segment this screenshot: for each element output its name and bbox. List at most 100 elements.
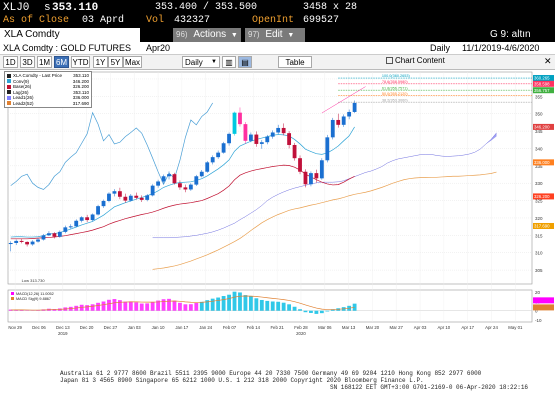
edit-menu-label: Edit (265, 29, 283, 40)
period-button-1d[interactable]: 1D (3, 56, 18, 68)
price-tag (533, 80, 554, 87)
y-tick-label: 330 (535, 181, 543, 186)
y-tick-label: 315 (535, 233, 543, 238)
candle-body (134, 195, 139, 198)
candle-body (292, 144, 297, 159)
chart-toolbar: 1D 3D 1M 6M YTD 1Y 5Y Max Daily ▼ ▥ ▤ Table Char… (0, 55, 555, 70)
price-tag-label: 360.265 (534, 76, 550, 81)
chart-content-button[interactable]: Chart Content (386, 56, 445, 65)
legend-value: 353.110 (73, 89, 89, 95)
macd-bar (117, 300, 122, 311)
quote-bar: XLJ0 s 353.110 353.400 / 353.500 3458 x … (0, 0, 555, 28)
candle-body (325, 137, 330, 161)
security-field[interactable]: XLA Comdty (0, 28, 140, 42)
macd-legend-label: MACD Sig(9) 9.8867 (16, 297, 51, 301)
macd-bar (221, 296, 226, 311)
macd-bar (314, 310, 319, 314)
macd-value-tag (533, 297, 554, 304)
date-range[interactable]: 11/1/2019-4/6/2020 (462, 43, 540, 53)
macd-bar (276, 301, 281, 311)
macd-bar (145, 303, 150, 311)
macd-bar (139, 303, 144, 311)
macd-legend-swatch (11, 297, 14, 300)
period-button-6m[interactable]: 6M (54, 56, 69, 68)
x-tick-label: Mar 27 (390, 325, 404, 330)
x-tick-label: Jan 17 (175, 325, 189, 330)
candle-body (30, 241, 35, 245)
candle-body (303, 171, 308, 185)
base-line (10, 164, 355, 240)
candle-body (47, 233, 51, 236)
candle-body (341, 116, 346, 125)
period-button-3d[interactable]: 3D (20, 56, 35, 68)
ticker[interactable]: XLJ0 (3, 2, 30, 14)
legend-label: Lead2(52) (13, 100, 34, 106)
y-tick-label: 350 (535, 112, 543, 117)
candle-body (107, 193, 111, 201)
frequency-select-value: Daily (185, 58, 203, 67)
quote-date: 03 Aprd (82, 15, 125, 26)
legend-swatch (7, 90, 11, 95)
period-button-1y[interactable]: 1Y (93, 56, 108, 68)
candle-body (347, 111, 352, 117)
frequency-select[interactable]: Daily ▼ (182, 56, 220, 68)
candle-body (199, 171, 204, 177)
price-chart[interactable]: 3603553503453403353303253203153103052010… (0, 70, 555, 370)
macd-bar (123, 301, 128, 311)
macd-bar (352, 303, 357, 311)
footer-line-2: Japan 81 3 4565 8900 Singapore 65 6212 1… (60, 377, 424, 384)
legend-value: 326.200 (72, 84, 89, 89)
candle-body (36, 239, 40, 242)
price-plot-frame (7, 71, 533, 285)
edit-menu-number: 97) (248, 30, 260, 39)
price-tag-label: 317.690 (534, 224, 550, 229)
chart-type-icon[interactable]: ▥ (222, 56, 236, 68)
actions-menu[interactable]: 96) Actions ▼ (173, 28, 241, 42)
macd-bar (210, 298, 215, 311)
price-tag (533, 193, 554, 200)
macd-bar (330, 309, 335, 311)
candle-body (25, 241, 30, 245)
period-button-5y[interactable]: 5Y (108, 56, 123, 68)
candle-body (243, 124, 248, 141)
chart-legend: XLA Comdty - Last Price 353.110 Conv(9) 346… (4, 71, 92, 108)
period-button-max[interactable]: Max (123, 56, 142, 68)
footer-line-1: Australia 61 2 9777 8600 Brazil 5511 239… (60, 370, 482, 377)
legend-label: Base(26) (13, 84, 32, 89)
period-button-ytd[interactable]: YTD (71, 56, 90, 68)
macd-tick-label: 20 (535, 290, 541, 295)
legend-value: 317.690 (72, 100, 89, 106)
macd-legend-label: MACD(12,26) 11.0052 (16, 292, 54, 296)
legend-value: 353.110 (73, 73, 89, 78)
chart-title: XLA Comdty : GOLD FUTURES (3, 43, 132, 53)
legend-label: Conv(9) (13, 78, 30, 84)
chart-area[interactable]: 3603553503453403353303253203153103052010… (0, 70, 555, 400)
legend-value: 336.000 (72, 95, 89, 100)
fibonacci-label: 78.6(358.5980) (382, 80, 408, 84)
candle-body (112, 191, 117, 194)
x-tick-label: Apr 10 (438, 325, 451, 330)
macd-bar (248, 296, 253, 311)
x-tick-label: Feb 14 (247, 325, 261, 330)
close-icon[interactable]: ✕ (544, 56, 552, 66)
candle-body (178, 183, 182, 188)
period-button-1m[interactable]: 1M (37, 56, 52, 68)
price-tag (533, 159, 554, 166)
edit-menu[interactable]: 97) Edit ▼ (245, 28, 305, 42)
x-tick-label: Mar 20 (366, 325, 380, 330)
low-label: Low 313.730 (22, 278, 46, 283)
macd-bar (19, 309, 24, 311)
macd-tick-label: -10 (535, 318, 542, 323)
y-tick-label: 345 (535, 129, 543, 134)
candle-body (314, 173, 319, 179)
candle-body (172, 174, 177, 184)
chart-style-icon[interactable]: ▤ (238, 56, 252, 68)
macd-bar (199, 301, 204, 311)
table-button[interactable]: Table (278, 56, 312, 68)
x-tick-label: Jan 24 (199, 325, 213, 330)
candle-body (336, 119, 341, 125)
x-tick-label: Mar 13 (342, 325, 356, 330)
price-tag-label: 346.200 (534, 125, 550, 130)
x-tick-label: Dec 27 (104, 325, 118, 330)
candle-body (232, 112, 237, 134)
